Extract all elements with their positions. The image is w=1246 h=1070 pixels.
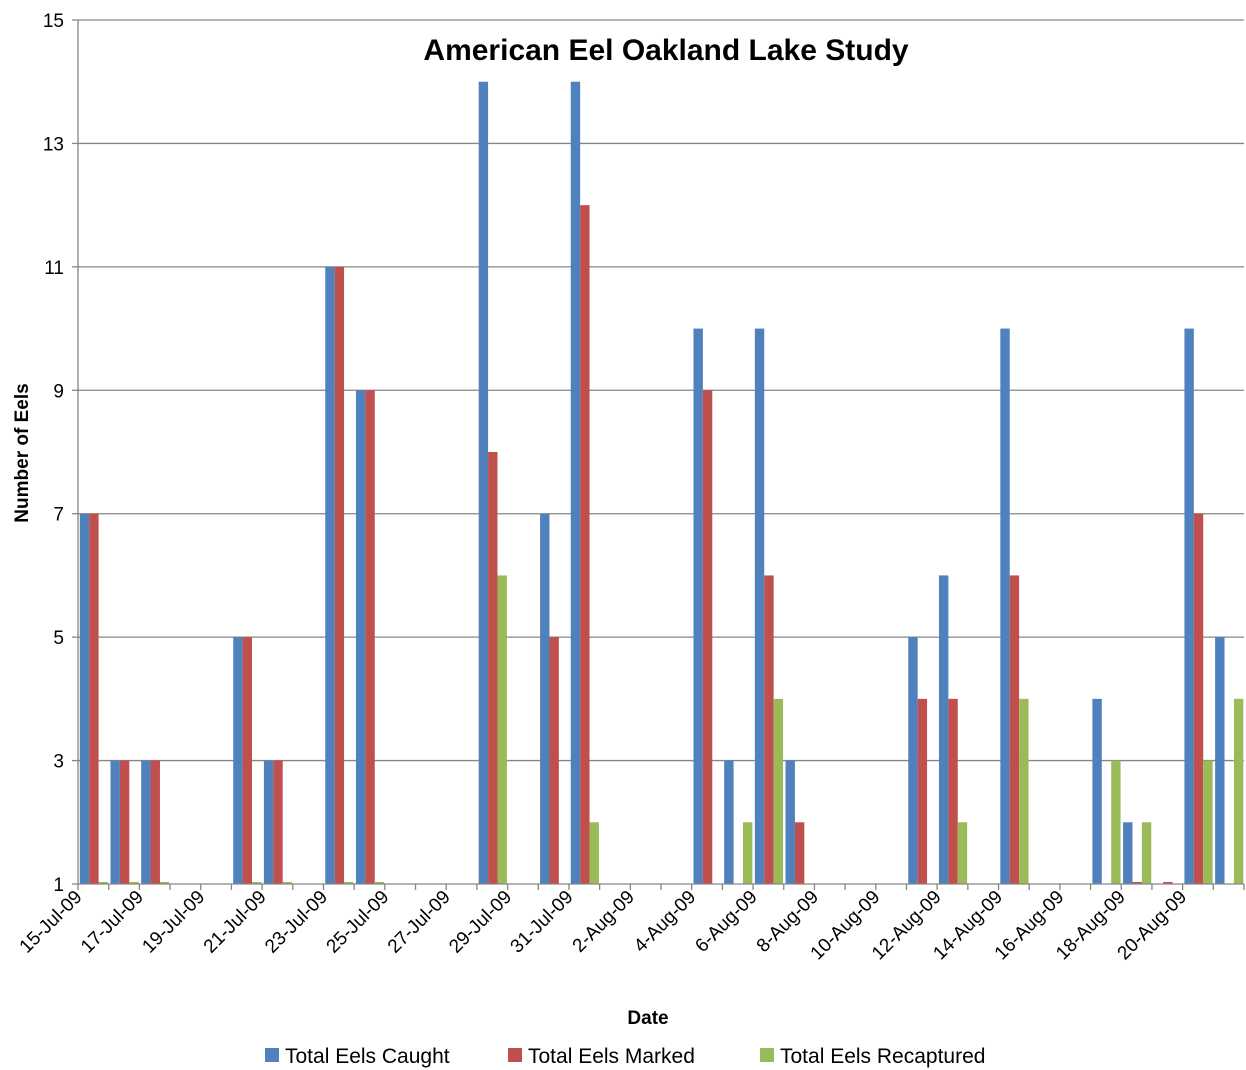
bar [764,575,774,884]
y-tick-label: 15 [43,11,64,32]
x-tick-label: 4-Aug-09 [630,887,700,957]
bar [1233,698,1244,884]
bar [252,882,262,884]
bar [159,882,170,884]
bars [79,81,1244,885]
bar [1141,822,1152,884]
legend-swatch [508,1048,522,1062]
bar [497,575,507,884]
bar [150,760,160,884]
x-tick-label: 2-Aug-09 [569,887,639,957]
x-tick-label: 27-Jul-09 [384,887,455,958]
bar [724,760,734,884]
bar [742,822,753,884]
x-axis-title: Date [627,1008,668,1029]
y-tick-label: 11 [44,258,64,279]
bar [540,513,550,884]
bar [233,637,243,884]
bar [325,266,335,884]
y-tick-label: 7 [53,505,64,526]
bar [549,637,559,884]
bar [570,81,581,884]
x-tick-label: 15-Jul-09 [16,887,87,958]
y-tick-label: 13 [43,134,64,155]
y-tick-label: 9 [53,381,64,402]
bar [334,266,345,884]
bar [273,760,283,884]
bar [1009,575,1020,884]
x-tick-label: 29-Jul-09 [445,887,516,958]
bar [478,81,489,884]
bar [1193,513,1204,884]
bar [773,698,784,884]
x-tick-labels: 15-Jul-0917-Jul-0919-Jul-0921-Jul-0923-J… [16,887,1191,965]
bar [702,390,713,884]
bar [365,390,375,884]
bar [1092,698,1102,884]
bar [794,822,805,884]
bar [79,513,90,884]
bar [1123,822,1133,884]
bar [129,882,139,884]
x-tick-label: 19-Jul-09 [138,887,209,958]
x-tick-label: 23-Jul-09 [261,887,332,958]
bar [1163,882,1173,884]
bar [1019,698,1029,884]
bar [374,882,385,884]
x-tick-label: 6-Aug-09 [691,887,761,957]
bar [908,637,918,884]
y-tick-label: 1 [53,875,64,896]
x-tick-label: 31-Jul-09 [507,887,578,958]
y-tick-label: 5 [53,628,64,649]
bar [1215,637,1225,884]
bar [957,822,968,884]
legend-swatch [760,1048,774,1062]
bar [1111,760,1121,884]
legend-label: Total Eels Recaptured [780,1045,985,1068]
bar [98,882,108,884]
bar [693,328,703,885]
bar [580,205,590,885]
chart-title: American Eel Oakland Lake Study [423,34,909,67]
bar [1184,328,1194,885]
bar [1132,882,1142,884]
axes [77,20,1245,890]
legend: Total Eels Caught Total Eels Marked Total … [265,1045,985,1068]
bar [917,698,928,884]
legend-swatch [265,1048,279,1062]
y-axis-title: Number of Eels [12,383,33,522]
bar [141,760,151,884]
bar [754,328,765,885]
bar [1000,328,1010,885]
bar [110,760,120,884]
gridlines [78,19,1244,762]
bar [263,760,274,884]
bar [119,760,130,884]
y-tick-label: 3 [53,752,64,773]
bar [242,637,253,884]
bar [282,882,293,884]
bar [89,513,99,884]
x-tick-label: 17-Jul-09 [77,887,148,958]
x-tick-label: 25-Jul-09 [323,887,394,958]
bar [938,575,949,884]
legend-label: Total Eels Caught [285,1045,450,1068]
bar [344,882,354,884]
legend-label: Total Eels Marked [528,1045,695,1068]
bar [488,452,498,884]
bar [355,390,366,884]
bar [589,822,599,884]
bar [785,760,795,884]
bar [1203,760,1213,884]
x-tick-label: 21-Jul-09 [200,887,271,958]
bar [948,698,958,884]
